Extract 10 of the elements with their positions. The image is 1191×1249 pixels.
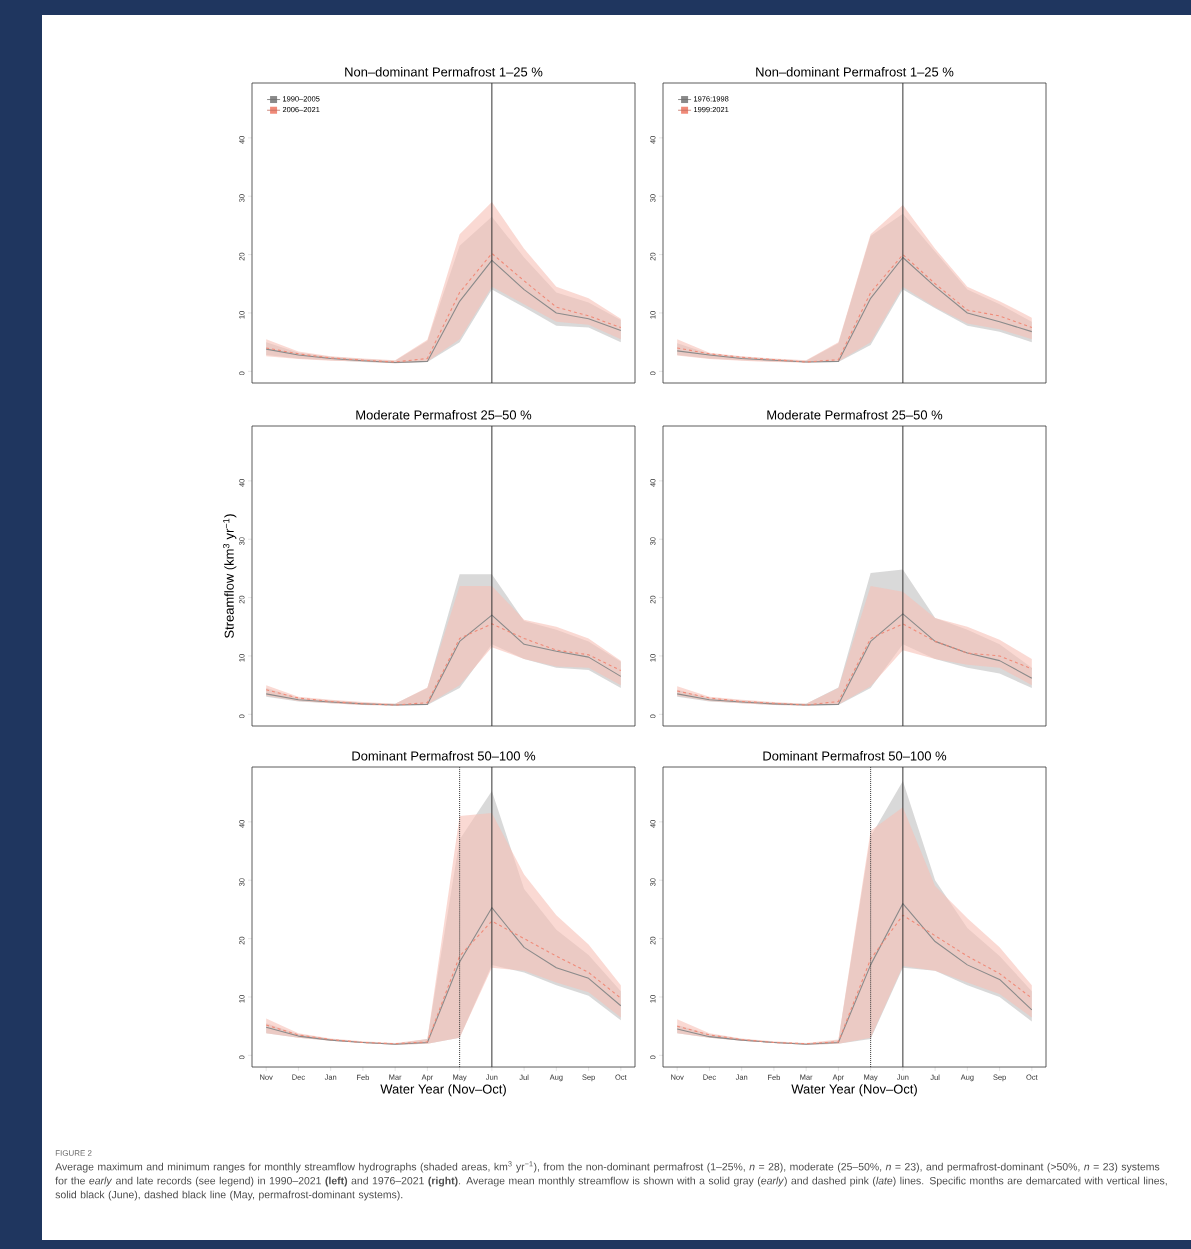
chart-title: Non–dominant Permafrost 1–25 % — [756, 66, 954, 77]
x-axis-title: Water Year (Nov–Oct) — [380, 1084, 506, 1097]
chart-title: Moderate Permafrost 25–50 % — [356, 409, 532, 420]
chart-title: Moderate Permafrost 25–50 % — [767, 409, 943, 420]
chart-title: Dominant Permafrost 50–100 % — [352, 751, 536, 761]
x-axis-title: Water Year (Nov–Oct) — [791, 1084, 917, 1097]
text: Average maximum and minimum ranges for monthly streamflow hydrographs (shaded areas, km$^{3}$ yr$^{−1}$), from the non-dominant permafrost (1–25%, n = 28), moderate (25–50%, n = 23), and permafrost-dominant (>50%, n = 23) systems for the early and late records (see legend) in 1990–2021 (left) and 1976–2021 (right). Average mean monthly streamflow is shown with a solid gray (early) and dashed pink (late) lines. Specific months are demarcated with vertical lines, solid black (June), dashed black line (May, permafrost-dominant systems). — [55, 1161, 1167, 1201]
chart-title: Dominant Permafrost 50–100 % — [763, 751, 947, 761]
y-axis-title: Streamflow (km$^{3}$ yr$^{−1}$) — [223, 514, 237, 638]
chart-title: Non–dominant Permafrost 1–25 % — [345, 66, 543, 77]
